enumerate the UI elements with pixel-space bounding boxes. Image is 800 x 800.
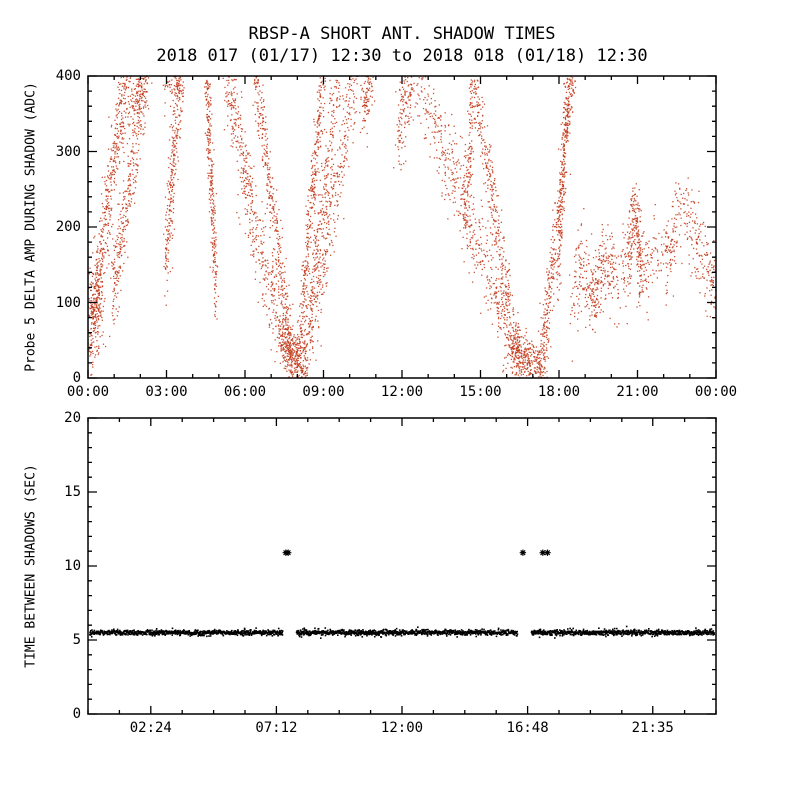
bottom-y-axis-label: TIME BETWEEN SHADOWS (SEC) [23,464,39,668]
top-x-tick-label: 21:00 [616,384,659,400]
top-y-tick-label: 400 [55,68,81,84]
bottom-x-tick-label: 07:12 [255,720,298,736]
chart-subtitle: 2018 017 (01/17) 12:30 to 2018 018 (01/1… [156,46,648,66]
bottom-y-tick-label: 10 [64,558,81,574]
top-y-tick-label: 100 [55,294,81,311]
top-x-tick-label: 00:00 [66,384,110,400]
top-x-tick-label: 06:00 [223,384,267,400]
bottom-x-tick-label: 02:24 [129,720,172,736]
top-y-axis-label: Probe 5 DELTA AMP DURING SHADOW (ADC) [23,82,39,372]
bottom-x-tick-label: 21:35 [631,720,674,736]
top-y-tick-label: 0 [72,370,81,386]
top-x-tick-label: 12:00 [380,384,424,400]
bottom-x-tick-label: 16:48 [506,720,549,736]
bottom-y-tick-label: 5 [72,632,81,648]
top-x-tick-label: 18:00 [537,384,581,400]
bottom-x-tick-label: 12:00 [380,720,424,736]
top-x-tick-label: 15:00 [459,384,502,400]
top-y-tick-label: 200 [55,219,81,235]
top-y-tick-label: 300 [55,143,81,160]
top-x-tick-label: 03:00 [145,384,188,400]
chart-title: RBSP-A SHORT ANT. SHADOW TIMES [248,24,556,44]
bottom-y-tick-label: 0 [72,706,81,722]
bottom-y-tick-label: 15 [64,484,81,500]
top-x-tick-label: 00:00 [694,384,738,400]
bottom-y-tick-label: 20 [64,410,81,426]
top-x-tick-label: 09:00 [302,384,345,400]
